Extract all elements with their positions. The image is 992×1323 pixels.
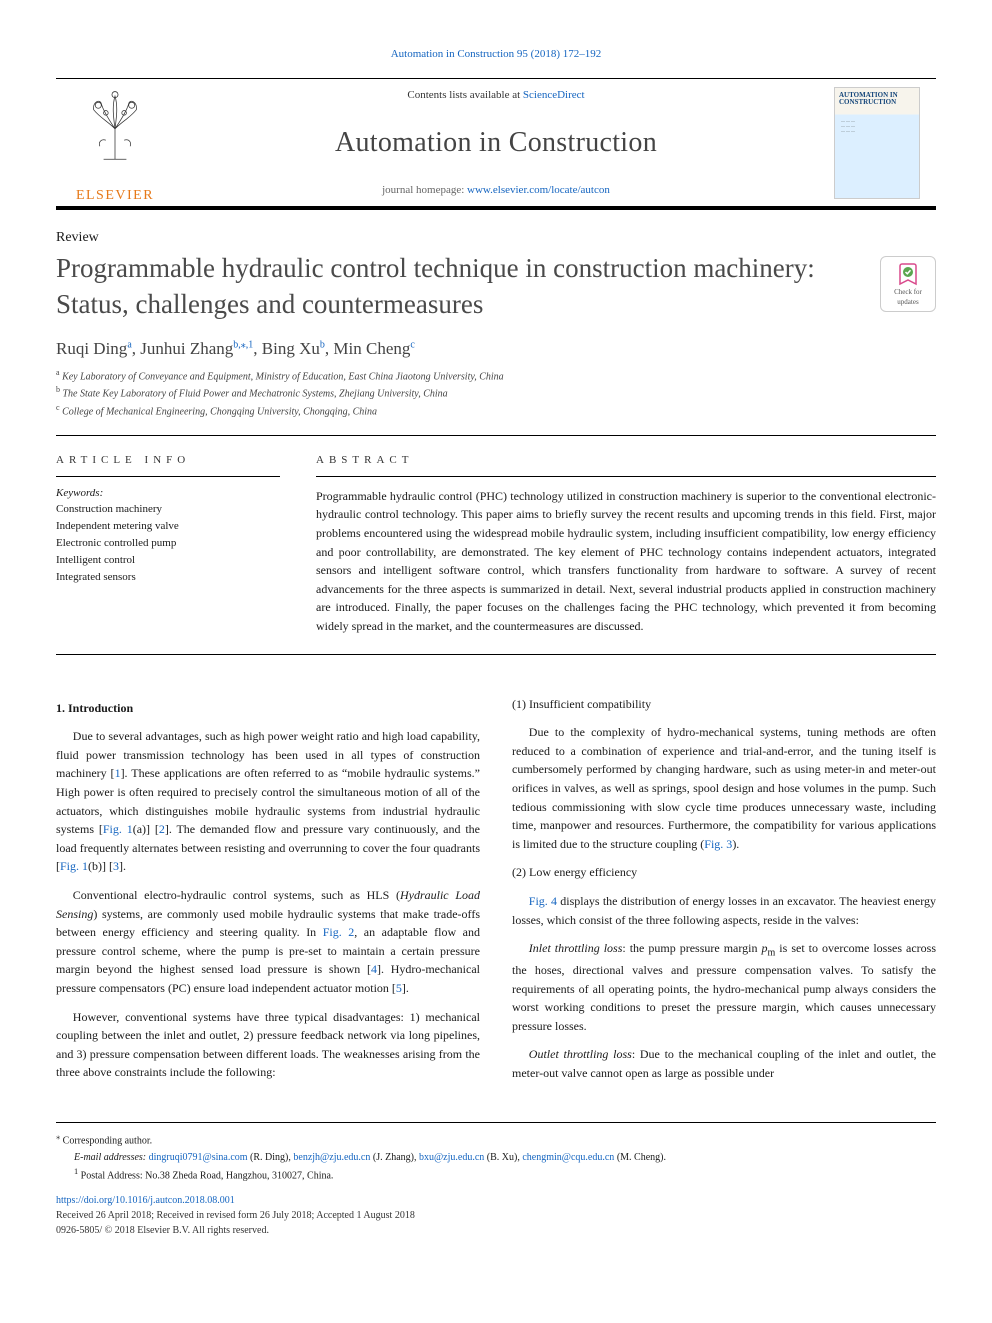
badge-line1: Check for (894, 289, 922, 296)
contents-available: Contents lists available at ScienceDirec… (407, 89, 584, 101)
intro-para-3: However, conventional systems have three… (56, 1008, 480, 1082)
aff-link-b2[interactable]: b (320, 339, 325, 358)
issn-copyright: 0926-5805/ © 2018 Elsevier B.V. All righ… (56, 1223, 936, 1238)
doi-link[interactable]: https://doi.org/10.1016/j.autcon.2018.08… (56, 1195, 235, 1206)
affiliation-a: a Key Laboratory of Conveyance and Equip… (56, 367, 936, 384)
author-3: Bing Xub (262, 339, 325, 358)
fig-link[interactable]: Fig. 4 (529, 894, 557, 908)
check-updates-badge[interactable]: Check for updates (880, 256, 936, 312)
email-link[interactable]: bxu@zju.edu.cn (419, 1152, 484, 1163)
paper-title: Programmable hydraulic control technique… (56, 250, 860, 323)
aff-link-b1[interactable]: b, (233, 339, 241, 358)
running-citation: Automation in Construction 95 (2018) 172… (56, 48, 936, 60)
author-list: Ruqi Dinga, Junhui Zhangb,⁎,1, Bing Xub,… (56, 339, 936, 359)
note1-link[interactable]: 1 (248, 339, 253, 358)
info-rule (56, 476, 280, 477)
affiliations: a Key Laboratory of Conveyance and Equip… (56, 367, 936, 419)
article-info-heading: ARTICLE INFO (56, 454, 280, 466)
keyword: Intelligent control (56, 552, 280, 569)
item-1-para: Due to the complexity of hydro-mechanica… (512, 723, 936, 853)
aff-link-c[interactable]: c (410, 339, 414, 358)
bookmark-check-icon (896, 262, 920, 286)
citation-link[interactable]: Automation in Construction 95 (2018) 172… (391, 48, 602, 60)
section-heading-intro: 1. Introduction (56, 699, 480, 718)
article-type: Review (56, 230, 936, 246)
journal-masthead: ELSEVIER Contents lists available at Sci… (56, 78, 936, 210)
keywords-list: Construction machinery Independent meter… (56, 501, 280, 586)
fn-corresponding: ⁎ Corresponding author. (56, 1131, 936, 1148)
email-link[interactable]: benzjh@zju.edu.cn (293, 1152, 370, 1163)
affiliation-c: c College of Mechanical Engineering, Cho… (56, 402, 936, 419)
item-2-para-3: Outlet throttling loss: Due to the mecha… (512, 1045, 936, 1082)
keyword: Electronic controlled pump (56, 535, 280, 552)
fig-link[interactable]: Fig. 3 (704, 837, 732, 851)
doi-block: https://doi.org/10.1016/j.autcon.2018.08… (56, 1193, 936, 1238)
abstract-column: ABSTRACT Programmable hydraulic control … (316, 436, 936, 654)
affiliation-b: b The State Key Laboratory of Fluid Powe… (56, 384, 936, 401)
abstract-rule (316, 476, 936, 477)
homepage-link[interactable]: www.elsevier.com/locate/autcon (467, 184, 610, 196)
item-2-label: (2) Low energy efficiency (512, 863, 936, 882)
journal-name: Automation in Construction (335, 127, 657, 159)
cover-title: AUTOMATION IN CONSTRUCTION (839, 92, 915, 107)
sciencedirect-link[interactable]: ScienceDirect (523, 89, 585, 101)
fn-postal: 1 Postal Address: No.38 Zheda Road, Hang… (56, 1166, 936, 1183)
keyword: Integrated sensors (56, 569, 280, 586)
item-1-label: (1) Insufficient compatibility (512, 695, 936, 714)
journal-cover-thumb: AUTOMATION IN CONSTRUCTION — — —— — —— —… (834, 87, 920, 199)
publisher-block: ELSEVIER (56, 79, 174, 206)
cover-body-decor: — — —— — —— — — (841, 118, 913, 133)
fig-link[interactable]: Fig. 2 (323, 925, 355, 939)
keywords-label: Keywords: (56, 487, 280, 499)
fig-link[interactable]: Fig. 1 (103, 822, 133, 836)
fig-link[interactable]: Fig. 1 (60, 859, 88, 873)
fn-emails: E-mail addresses: dingruqi0791@sina.com … (56, 1150, 936, 1165)
author-1: Ruqi Dinga (56, 339, 132, 358)
intro-para-2: Conventional electro-hydraulic control s… (56, 886, 480, 998)
badge-line2: updates (897, 299, 918, 306)
item-2-para-2: Inlet throttling loss: the pump pressure… (512, 939, 936, 1035)
journal-homepage: journal homepage: www.elsevier.com/locat… (382, 184, 610, 196)
received-line: Received 26 April 2018; Received in revi… (56, 1208, 936, 1223)
homepage-prefix: journal homepage: (382, 184, 467, 196)
author-4: Min Chengc (333, 339, 414, 358)
email-link[interactable]: dingruqi0791@sina.com (149, 1152, 248, 1163)
publisher-name: ELSEVIER (76, 188, 154, 204)
abstract-text: Programmable hydraulic control (PHC) tec… (316, 487, 936, 636)
abstract-heading: ABSTRACT (316, 454, 936, 466)
keyword: Independent metering valve (56, 518, 280, 535)
aff-link-a[interactable]: a (127, 339, 131, 358)
footnotes: ⁎ Corresponding author. E-mail addresses… (56, 1122, 936, 1183)
author-2: Junhui Zhangb,⁎,1 (140, 339, 253, 358)
intro-para-1: Due to several advantages, such as high … (56, 727, 480, 876)
keyword: Construction machinery (56, 501, 280, 518)
article-info-column: ARTICLE INFO Keywords: Construction mach… (56, 436, 280, 654)
elsevier-tree-icon (75, 85, 155, 165)
item-2-para-1: Fig. 4 displays the distribution of ener… (512, 892, 936, 929)
contents-prefix: Contents lists available at (407, 89, 522, 101)
email-link[interactable]: chengmin@cqu.edu.cn (522, 1152, 614, 1163)
body-two-column: 1. Introduction Due to several advantage… (56, 695, 936, 1093)
